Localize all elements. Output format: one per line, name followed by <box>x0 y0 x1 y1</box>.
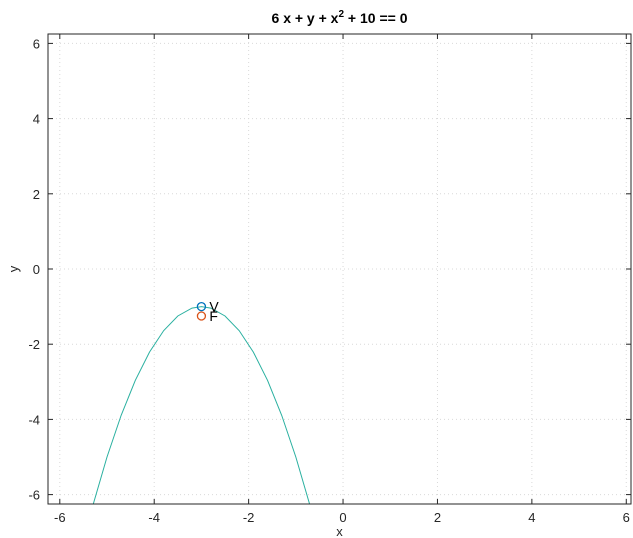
point-marker-v <box>196 301 207 312</box>
y-tick-label: -6 <box>28 488 40 503</box>
point-label-v: V <box>209 299 219 315</box>
y-tick-label: -4 <box>28 412 40 427</box>
plot-area <box>92 306 311 504</box>
x-tick-label: -4 <box>148 510 160 525</box>
x-tick-label: -6 <box>54 510 66 525</box>
title-part-main: 6 x + y + x <box>272 10 339 26</box>
plot-frame <box>47 33 632 505</box>
x-axis-label: x <box>336 524 343 538</box>
y-tick-label: -2 <box>28 337 40 352</box>
point-label-f: F <box>209 308 218 324</box>
x-tick-label: 0 <box>339 510 346 525</box>
chart-title: 6 x + y + x2 + 10 == 0 <box>272 9 408 26</box>
axis-ticks: -6 -4 -2 0 2 4 6 -6 -4 -2 0 2 4 6 <box>28 34 631 525</box>
x-tick-label: -2 <box>243 510 255 525</box>
y-axis-label: y <box>6 265 21 272</box>
title-part-tail: + 10 == 0 <box>344 10 408 26</box>
grid <box>48 34 631 504</box>
y-tick-label: 2 <box>33 187 40 202</box>
x-tick-label: 4 <box>528 510 535 525</box>
parabola-curve <box>92 306 311 504</box>
title-part-exponent: 2 <box>338 9 344 20</box>
x-tick-label: 2 <box>434 510 441 525</box>
y-tick-label: 6 <box>33 36 40 51</box>
y-tick-label: 4 <box>33 112 40 127</box>
point-marker-f <box>196 311 207 321</box>
y-tick-label: 0 <box>33 262 40 277</box>
x-tick-label: 6 <box>623 510 630 525</box>
